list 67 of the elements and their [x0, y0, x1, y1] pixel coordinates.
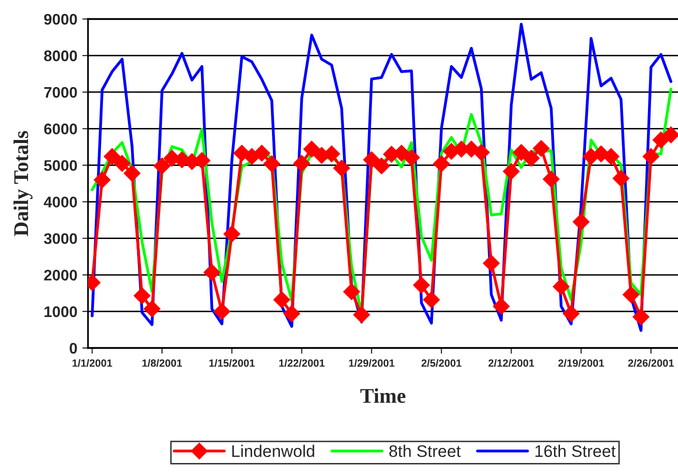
legend-label: Lindenwold: [232, 444, 314, 458]
point: [263, 155, 280, 172]
y-tick-label: 5000: [44, 160, 77, 171]
point: [492, 298, 510, 315]
x-tick-label: 1/1/2001: [72, 359, 112, 367]
point: [413, 276, 430, 294]
point: [214, 303, 230, 320]
point: [612, 170, 630, 187]
point: [403, 149, 420, 166]
point: [572, 214, 590, 230]
point: [642, 148, 660, 165]
point: [303, 140, 320, 158]
point: [104, 148, 120, 165]
point: [134, 287, 150, 304]
point: [542, 170, 560, 188]
y-tick-label: 7000: [44, 86, 77, 98]
x-tick-label: 1/22/2001: [279, 359, 325, 367]
point: [512, 144, 530, 161]
point: [293, 155, 310, 172]
x-tick-label: 1/29/2001: [349, 359, 394, 367]
point: [94, 171, 111, 188]
point: [622, 286, 640, 304]
y-tick-label: 6000: [44, 124, 77, 134]
x-tick-label: 1/8/2001: [142, 359, 182, 367]
point: [552, 278, 570, 295]
point: [433, 155, 450, 172]
point: [343, 283, 360, 300]
point: [423, 291, 440, 308]
x-tick-label: 2/26/2001: [628, 359, 674, 367]
point: [632, 308, 650, 326]
legend-label: 16th Street: [535, 444, 616, 458]
point: [283, 305, 300, 322]
point: [662, 126, 678, 144]
y-axis-title: Daily Totals: [14, 131, 32, 236]
point: [562, 305, 580, 322]
point: [144, 300, 160, 318]
point: [253, 144, 270, 162]
point: [223, 226, 240, 242]
point: [333, 160, 350, 177]
x-tick-label: 2/5/2001: [422, 359, 462, 367]
y-tick-label: 4000: [44, 196, 77, 208]
point: [652, 132, 670, 148]
point: [154, 158, 170, 174]
point: [522, 150, 540, 167]
point: [602, 148, 620, 165]
y-tick-label: 2000: [44, 270, 77, 281]
x-tick-label: 1/15/2001: [209, 359, 255, 367]
point: [532, 140, 550, 157]
x-tick-label: 2/12/2001: [488, 359, 534, 367]
point: [273, 291, 290, 308]
y-tick-label: 3000: [44, 233, 77, 244]
point: [204, 264, 220, 281]
point: [124, 164, 140, 182]
legend-label: 8th Street: [389, 444, 461, 458]
y-tick-label: 1000: [44, 306, 77, 318]
y-tick-label: 9000: [44, 14, 77, 25]
point: [472, 144, 490, 161]
point: [114, 155, 130, 172]
point: [353, 306, 370, 324]
point: [363, 151, 380, 168]
x-axis-title: Time: [360, 388, 406, 403]
point: [482, 254, 500, 272]
point: [373, 158, 390, 174]
y-tick-label: 8000: [44, 50, 77, 62]
x-tick-label: 2/19/2001: [558, 359, 604, 367]
y-tick-label: 0: [70, 342, 77, 354]
point: [502, 163, 520, 180]
